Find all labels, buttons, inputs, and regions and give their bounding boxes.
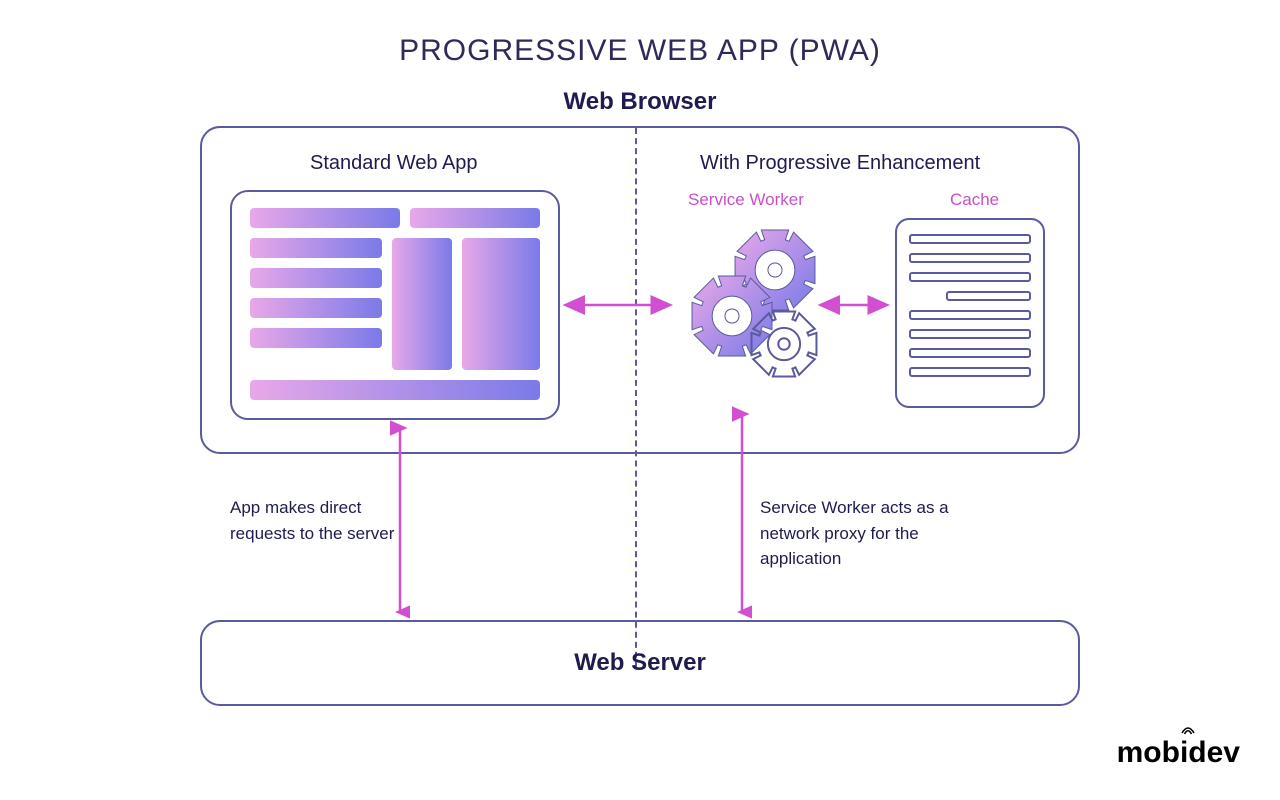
- server-box: Web Server: [200, 620, 1080, 706]
- app-col: [392, 238, 452, 370]
- cache-card: [895, 218, 1045, 408]
- wifi-icon: [1181, 725, 1195, 735]
- app-bar: [410, 208, 540, 228]
- desc-left: App makes direct requests to the server: [230, 495, 410, 546]
- right-column-title: With Progressive Enhancement: [700, 152, 980, 175]
- cache-line: [909, 310, 1031, 320]
- cache-line: [909, 272, 1031, 282]
- main-title: PROGRESSIVE WEB APP (PWA): [0, 34, 1280, 68]
- desc-right: Service Worker acts as a network proxy f…: [760, 495, 1000, 572]
- arrow-app-sw: [560, 295, 678, 315]
- cache-line: [909, 348, 1031, 358]
- cache-line: [909, 234, 1031, 244]
- cache-line: [946, 291, 1031, 301]
- app-bar: [250, 208, 400, 228]
- logo-text-2: dev: [1188, 736, 1240, 769]
- cache-line: [909, 329, 1031, 339]
- app-bar: [250, 380, 540, 400]
- cache-line: [909, 367, 1031, 377]
- vertical-divider: [635, 128, 637, 668]
- diagram-canvas: PROGRESSIVE WEB APP (PWA) Web Browser St…: [0, 0, 1280, 800]
- arrow-sw-server: [732, 406, 752, 620]
- app-bar: [250, 238, 382, 258]
- cache-line: [909, 253, 1031, 263]
- logo-text-1: mob: [1117, 736, 1180, 769]
- cache-label: Cache: [950, 190, 999, 210]
- standard-app-card: [230, 190, 560, 420]
- brand-logo: mobidev: [1117, 736, 1240, 770]
- app-bar: [250, 268, 382, 288]
- browser-title: Web Browser: [0, 88, 1280, 116]
- app-bar: [250, 328, 382, 348]
- logo-i: i: [1180, 736, 1188, 770]
- left-column-title: Standard Web App: [310, 152, 478, 175]
- app-bar: [250, 298, 382, 318]
- app-col: [462, 238, 540, 370]
- server-label: Web Server: [574, 649, 706, 677]
- service-worker-label: Service Worker: [688, 190, 804, 210]
- arrow-sw-cache: [815, 295, 895, 315]
